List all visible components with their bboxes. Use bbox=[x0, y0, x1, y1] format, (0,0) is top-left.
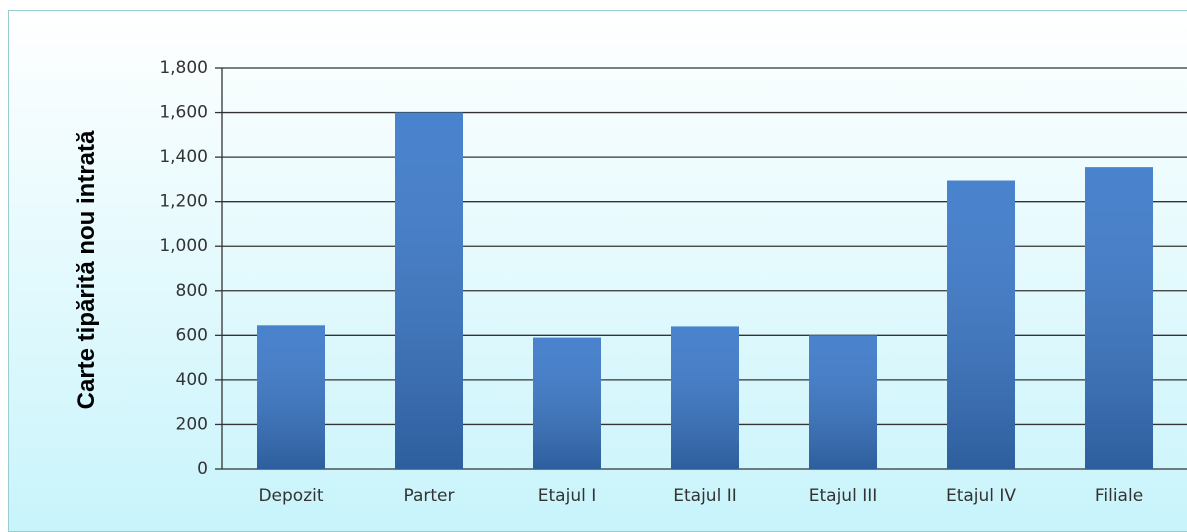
x-tick-label: Etajul IV bbox=[946, 486, 1016, 506]
y-tick-label: 600 bbox=[176, 325, 208, 345]
y-tick-label: 1,800 bbox=[159, 58, 208, 78]
y-tick-label: 0 bbox=[197, 459, 208, 479]
y-tick-label: 400 bbox=[176, 370, 208, 390]
bar-shade bbox=[1085, 167, 1153, 469]
x-tick-label: Etajul III bbox=[809, 486, 878, 506]
bar-shade bbox=[947, 180, 1015, 469]
bar-shade bbox=[809, 335, 877, 469]
y-tick-label: 1,600 bbox=[159, 103, 208, 123]
bar-shade bbox=[395, 112, 463, 470]
x-tick-label: Parter bbox=[403, 486, 454, 506]
y-tick-label: 1,000 bbox=[159, 236, 208, 256]
x-tick-label: Etajul I bbox=[538, 486, 596, 506]
y-tick-label: 1,400 bbox=[159, 147, 208, 167]
y-tick-label: 200 bbox=[176, 414, 208, 434]
x-tick-label: Filiale bbox=[1095, 486, 1143, 506]
bar-shade bbox=[533, 337, 601, 469]
y-tick-label: 1,200 bbox=[159, 192, 208, 212]
x-tick-label: Etajul II bbox=[673, 486, 736, 506]
bar-shade bbox=[257, 325, 325, 469]
y-tick-label: 800 bbox=[176, 281, 208, 301]
x-tick-label: Depozit bbox=[258, 486, 323, 506]
bar-shade bbox=[671, 326, 739, 469]
